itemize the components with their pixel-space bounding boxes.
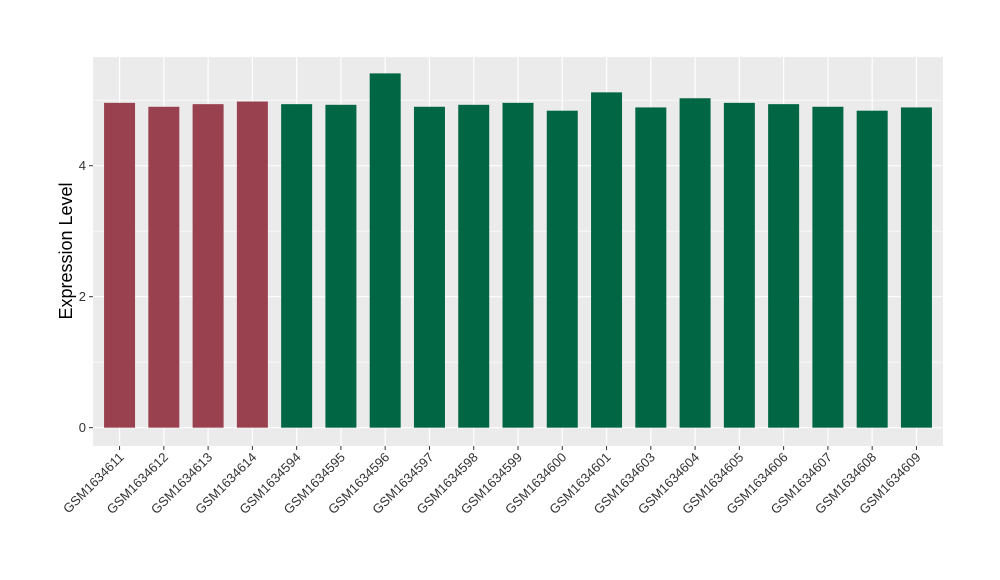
bar-GSM1634613 bbox=[192, 104, 224, 428]
bar-GSM1634601 bbox=[591, 92, 623, 428]
bar-GSM1634603 bbox=[635, 107, 667, 428]
bar-GSM1634606 bbox=[768, 104, 800, 428]
bar-GSM1634609 bbox=[900, 107, 932, 428]
bar-GSM1634608 bbox=[856, 110, 888, 428]
y-tick-label: 4 bbox=[79, 158, 86, 173]
y-tick-label: 2 bbox=[79, 289, 86, 304]
bar-GSM1634596 bbox=[369, 73, 401, 428]
bar-GSM1634599 bbox=[502, 102, 534, 428]
bar-GSM1634600 bbox=[546, 110, 578, 428]
bar-GSM1634614 bbox=[236, 101, 268, 428]
bar-GSM1634594 bbox=[281, 104, 313, 428]
bar-GSM1634595 bbox=[325, 104, 357, 428]
bar-GSM1634607 bbox=[812, 106, 844, 428]
bar-GSM1634611 bbox=[104, 102, 136, 428]
y-axis: 0 2 4 bbox=[79, 158, 93, 435]
bar-GSM1634597 bbox=[413, 106, 445, 428]
bar-GSM1634598 bbox=[458, 104, 490, 428]
bars bbox=[104, 73, 932, 428]
bar-GSM1634604 bbox=[679, 98, 711, 428]
bar-GSM1634605 bbox=[723, 102, 755, 428]
bar-GSM1634612 bbox=[148, 106, 180, 428]
y-tick-label: 0 bbox=[79, 420, 86, 435]
y-axis-title: Expression Level bbox=[56, 182, 76, 319]
x-axis: GSM1634611GSM1634612GSM1634613GSM1634614… bbox=[60, 446, 924, 517]
